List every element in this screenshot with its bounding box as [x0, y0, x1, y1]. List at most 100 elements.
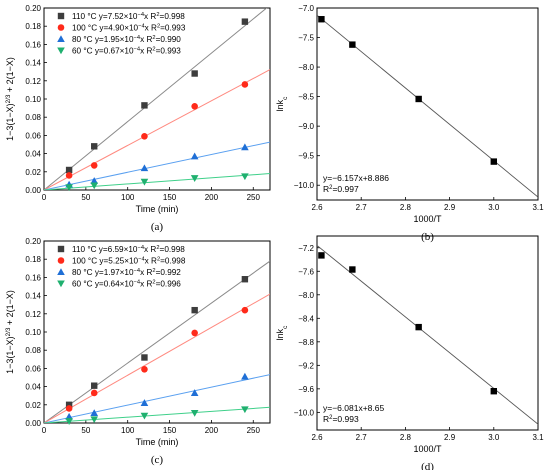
- legend-marker: [57, 268, 65, 275]
- x-tick-label: 0: [42, 426, 47, 435]
- fit-equation: y=−6.081x+8.65: [323, 403, 384, 413]
- legend-entry: 100 °C y=4.90×10−4x R2=0.993: [72, 24, 186, 33]
- data-point: [190, 409, 199, 417]
- plot-frame: [316, 7, 539, 201]
- data-point: [349, 41, 356, 48]
- data-point: [140, 412, 149, 420]
- y-tick-label: −8.5: [298, 93, 314, 102]
- y-tick-label: −10.0: [294, 408, 315, 417]
- data-point: [65, 401, 73, 408]
- data-point: [90, 177, 99, 184]
- data-point: [90, 389, 98, 397]
- fit-line: [44, 406, 270, 423]
- x-tick-label: 50: [81, 426, 90, 435]
- data-point: [141, 133, 148, 140]
- legend: 110 °C y=6.59×10−4x R2=0.998 100 °C y=5.2…: [57, 245, 186, 289]
- panel-label: (d): [421, 461, 434, 470]
- fit-r-squared: R2=0.993: [323, 414, 359, 424]
- x-tick-label: 3.0: [488, 203, 500, 212]
- chart-panel-d: 2.6 2.7 2.8 2.9 3.0 3.1 −7.2 −7.6 −8.0 −8.4 −8.8 −9…: [275, 235, 544, 470]
- x-tick-label: 2.6: [311, 203, 323, 212]
- y-axis-title: 1−3(1−X)2/3 + 2(1−X): [5, 57, 16, 141]
- x-tick-label: 3.1: [532, 433, 544, 442]
- data-point: [241, 406, 249, 414]
- fit-equation: y=−6.157x+8.886: [323, 173, 389, 183]
- x-tick-label: 2.7: [356, 203, 368, 212]
- data-point: [90, 182, 99, 190]
- y-tick-label: 0.20: [25, 4, 41, 13]
- series-1: [65, 306, 249, 412]
- x-axis-title: 1000/T: [413, 444, 442, 454]
- y-tick-label: 0.02: [25, 168, 41, 177]
- y-tick-label: 0.16: [25, 40, 41, 49]
- series-2: [65, 372, 249, 420]
- fit-line: [317, 245, 538, 425]
- data-point: [191, 102, 198, 110]
- y-tick-label: 0.12: [25, 310, 41, 319]
- legend-marker: [57, 47, 65, 55]
- data-point: [91, 382, 98, 389]
- y-tick-label: 0.18: [25, 255, 41, 264]
- x-tick-label: 200: [205, 426, 219, 435]
- y-tick-label: 0.18: [25, 22, 41, 31]
- legend-entry: 60 °C y=0.67×10−4x R2=0.993: [72, 47, 181, 56]
- data-point: [349, 266, 356, 273]
- data-point: [190, 152, 199, 160]
- series-0: [65, 18, 249, 174]
- data-point: [65, 166, 73, 174]
- x-tick-label: 250: [247, 426, 261, 435]
- series-3: [65, 173, 249, 192]
- chart-panel-b: 2.6 2.7 2.8 2.9 3.0 3.1 −7.0 −7.5 −8.0 −8.5 −9.0 −9…: [275, 4, 544, 243]
- y-tick-label: 0.08: [25, 346, 41, 355]
- y-tick-label: −8.8: [298, 338, 314, 347]
- series-0: [65, 276, 249, 408]
- data-point: [65, 184, 73, 192]
- y-tick-label: 0.12: [25, 77, 41, 86]
- series-0: [318, 16, 497, 165]
- data-point: [141, 102, 148, 109]
- data-point: [140, 399, 149, 406]
- data-point: [318, 16, 325, 23]
- panel-label: (a): [151, 221, 164, 233]
- y-tick-label: 0.04: [25, 150, 41, 159]
- x-tick-label: 0: [42, 193, 47, 202]
- y-tick-label: 0.02: [25, 401, 41, 410]
- y-tick-label: 0.06: [25, 364, 41, 373]
- fit-line: [44, 374, 270, 423]
- legend-entry: 60 °C y=0.64×10−4x R2=0.996: [72, 280, 181, 289]
- y-tick-label: −10.0: [294, 181, 315, 190]
- x-tick-label: 50: [81, 193, 90, 202]
- x-tick-label: 2.9: [444, 433, 456, 442]
- series-1: [65, 81, 249, 179]
- legend-marker: [57, 24, 65, 31]
- data-point: [65, 405, 73, 412]
- legend-entry: 80 °C y=1.95×10−4x R2=0.990: [72, 35, 181, 44]
- data-point: [318, 252, 325, 259]
- legend-marker: [57, 35, 65, 42]
- data-point: [90, 162, 98, 169]
- y-tick-label: 0.10: [25, 95, 41, 104]
- y-axis-title: lnkc: [275, 97, 289, 112]
- x-axis-title: Time (min): [136, 204, 179, 214]
- y-tick-label: −9.5: [298, 152, 314, 161]
- data-point: [241, 81, 249, 88]
- legend-entry: 80 °C y=1.97×10−4x R2=0.992: [72, 268, 181, 277]
- x-axis-title: 1000/T: [413, 214, 442, 224]
- chart-panel-a: 0 50 100 150 200 250 0.00 0.02 0.04 0.06 0.08 0.10 0…: [5, 4, 271, 233]
- data-point: [415, 323, 422, 331]
- legend-entry: 110 °C y=6.59×10−4x R2=0.998: [72, 245, 185, 254]
- data-point: [190, 389, 199, 396]
- data-point: [91, 143, 98, 150]
- data-point: [141, 354, 148, 361]
- data-point: [90, 416, 99, 424]
- data-point: [191, 329, 198, 337]
- legend-marker: [57, 245, 65, 253]
- y-tick-label: −9.6: [298, 385, 314, 394]
- data-point: [241, 306, 249, 314]
- y-tick-label: 0.14: [25, 292, 41, 301]
- x-tick-label: 150: [163, 193, 177, 202]
- fit-line: [44, 8, 268, 190]
- data-point: [191, 306, 198, 314]
- y-tick-label: −7.2: [298, 244, 314, 253]
